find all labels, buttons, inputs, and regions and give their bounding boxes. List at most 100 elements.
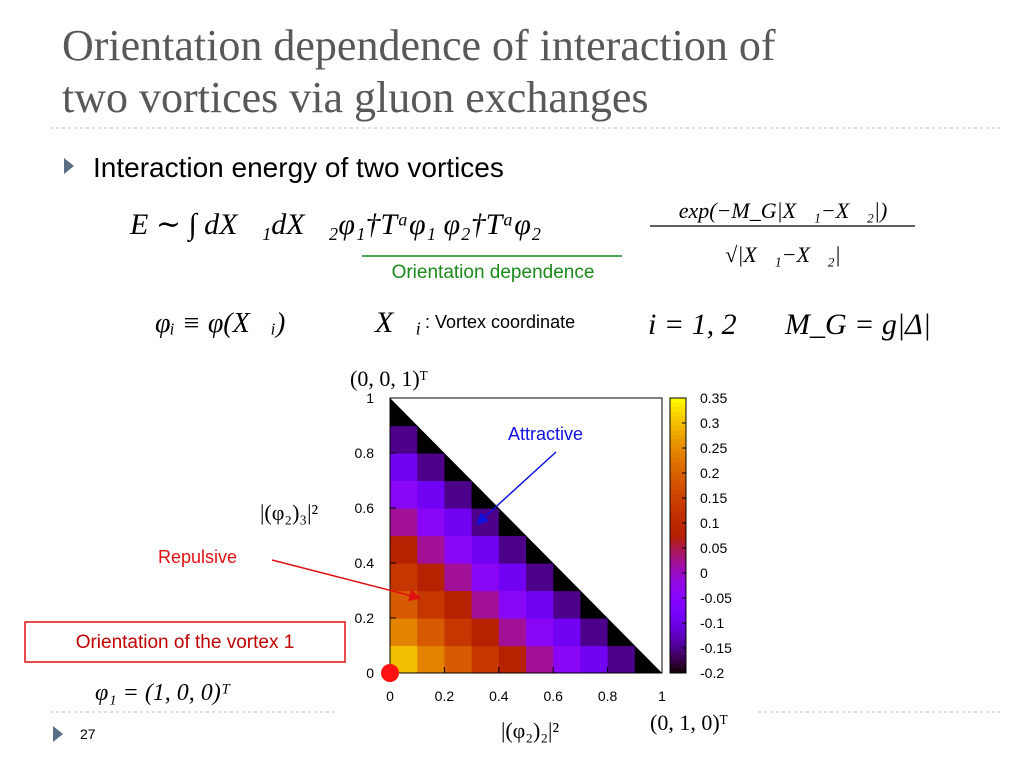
x-tick-label: 0.6 bbox=[543, 688, 563, 704]
colorbar-segment bbox=[670, 567, 686, 573]
x-tick-label: 0.2 bbox=[435, 688, 455, 704]
colorbar-segment bbox=[670, 508, 686, 514]
colorbar-segment bbox=[670, 572, 686, 578]
plot-frame bbox=[389, 397, 663, 674]
coordinate-symbol: X⃗ᵢ bbox=[374, 306, 421, 339]
heat-cell bbox=[553, 590, 581, 619]
coordinate-note: : Vortex coordinate bbox=[425, 312, 575, 332]
x-tick-label: 0 bbox=[386, 688, 394, 704]
y-tick-label: 0 bbox=[366, 665, 374, 681]
title-line: Orientation dependence of interaction of bbox=[62, 21, 776, 70]
colorbar-segment bbox=[670, 512, 686, 518]
colorbar-segment bbox=[670, 549, 686, 555]
heat-cell bbox=[390, 535, 418, 564]
heat-cell bbox=[417, 645, 445, 673]
heat-cell bbox=[471, 618, 500, 647]
heat-cell bbox=[607, 645, 636, 673]
heat-cell bbox=[580, 618, 609, 647]
colorbar-frame bbox=[669, 397, 687, 674]
heat-cell bbox=[444, 508, 473, 537]
colorbar-tick-label: 0 bbox=[700, 565, 708, 581]
colorbar-segment bbox=[670, 613, 686, 619]
colorbar-segment bbox=[670, 521, 686, 527]
y-axis-label: |(φ₂)₃|² bbox=[260, 500, 318, 525]
plot: 0 0.2 0.4 0.6 0.8 1 0 0.2 0.4 0.6 0.8 1 -0.2 -0.15 -0.… bbox=[355, 390, 733, 704]
y-tick-label: 0.4 bbox=[355, 555, 375, 571]
heat-cell bbox=[498, 645, 527, 673]
colorbar-segment bbox=[670, 462, 686, 468]
y-tick-label: 0.8 bbox=[355, 445, 375, 461]
heat-cell bbox=[471, 535, 500, 564]
colorbar-segment bbox=[670, 448, 686, 454]
colorbar-segment bbox=[670, 530, 686, 536]
heat-cell bbox=[498, 563, 527, 592]
heat-cell bbox=[526, 563, 554, 592]
colorbar-tick-label: 0.25 bbox=[700, 440, 727, 456]
colorbar-segment bbox=[670, 416, 686, 422]
x-axis-label: |(φ₂)₂|² bbox=[501, 718, 559, 743]
colorbar-tick-label: 0.3 bbox=[700, 415, 720, 431]
colorbar-segment bbox=[670, 420, 686, 426]
orientation-label: Orientation dependence bbox=[392, 262, 595, 283]
colorbar-tick-label: 0.05 bbox=[700, 540, 727, 556]
heat-cell bbox=[417, 618, 445, 647]
colorbar-segment bbox=[670, 659, 686, 665]
colorbar-segment bbox=[670, 540, 686, 546]
colorbar-tick-label: -0.2 bbox=[700, 665, 724, 681]
phi-definition: φᵢ ≡ φ(X⃗ᵢ) bbox=[155, 308, 285, 339]
colorbar-segment bbox=[670, 631, 686, 637]
heat-cell bbox=[390, 453, 418, 482]
heat-cell bbox=[471, 563, 500, 592]
colorbar-tick-label: -0.05 bbox=[700, 590, 732, 606]
arrow bbox=[271, 559, 422, 602]
colorbar-segment bbox=[670, 407, 686, 413]
y-tick-label: 0.2 bbox=[355, 610, 375, 626]
colorbar-segment bbox=[670, 526, 686, 532]
x-tick-label: 1 bbox=[658, 688, 666, 704]
colorbar-segment bbox=[670, 618, 686, 624]
bullet-marker bbox=[64, 158, 74, 174]
heat-cell bbox=[390, 508, 418, 537]
colorbar-segment bbox=[670, 576, 686, 582]
colorbar-segment bbox=[670, 475, 686, 481]
equation: E ∼ ∫ dX⃗₁dX⃗₂φ₁†Tᵃφ₁ φ₂†Tᵃφ₂ bbox=[129, 208, 541, 243]
colorbar-segment bbox=[670, 553, 686, 559]
colorbar-segment bbox=[670, 645, 686, 651]
colorbar-segment bbox=[670, 663, 686, 669]
colorbar-segment bbox=[670, 398, 686, 404]
colorbar-segment bbox=[670, 425, 686, 431]
colorbar-segment bbox=[670, 558, 686, 564]
index-range: i = 1, 2 bbox=[648, 308, 737, 341]
bullet-text: Interaction energy of two vortices bbox=[93, 152, 504, 183]
heat-cell bbox=[553, 618, 581, 647]
colorbar-segment bbox=[670, 494, 686, 500]
heat-cell bbox=[390, 590, 418, 619]
heat-cell bbox=[526, 590, 554, 619]
corner-label: (0, 1, 0)ᵀ bbox=[650, 710, 728, 735]
colorbar-segment bbox=[670, 453, 686, 459]
heat-cell bbox=[417, 480, 445, 509]
colorbar-segment bbox=[670, 439, 686, 445]
colorbar-tick-label: 0.15 bbox=[700, 490, 727, 506]
heat-cell bbox=[526, 618, 554, 647]
colorbar-segment bbox=[670, 535, 686, 541]
colorbar-segment bbox=[670, 489, 686, 495]
colorbar-segment bbox=[670, 668, 686, 674]
colorbar-segment bbox=[670, 585, 686, 591]
heat-cell bbox=[498, 590, 527, 619]
heat-cell bbox=[498, 535, 527, 564]
fraction-denominator: √|X⃗₁−X⃗₂| bbox=[725, 242, 840, 267]
colorbar-segment bbox=[670, 485, 686, 491]
colorbar-segment bbox=[670, 457, 686, 463]
heat-cell bbox=[471, 590, 500, 619]
colorbar-segment bbox=[670, 640, 686, 646]
heat-cell bbox=[444, 645, 473, 673]
heat-cell bbox=[553, 645, 581, 673]
colorbar-segment bbox=[670, 595, 686, 601]
mass-definition: M_G = g|Δ| bbox=[784, 308, 931, 341]
colorbar-segment bbox=[670, 434, 686, 440]
heat-cell bbox=[444, 618, 473, 647]
colorbar-segment bbox=[670, 480, 686, 486]
heat-cell bbox=[390, 563, 418, 592]
